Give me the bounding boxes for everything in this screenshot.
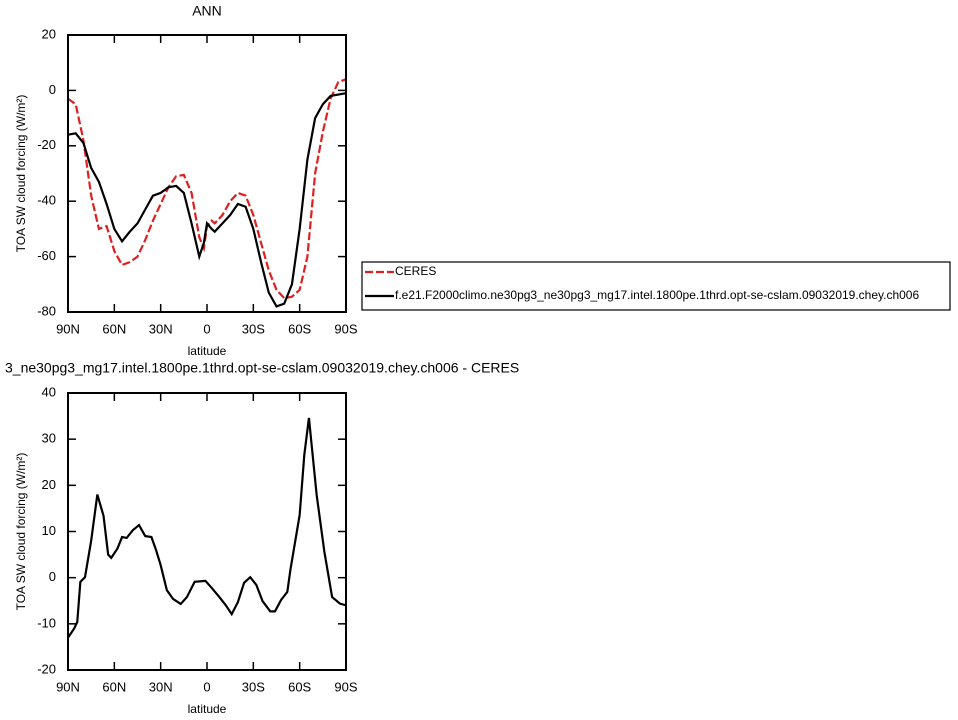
x-tick-label: 0 [203,679,210,694]
data-line [67,92,347,308]
legend-box [361,261,951,311]
legend-label: f.e21.F2000climo.ne30pg3_ne30pg3_mg17.in… [395,288,919,302]
y-tick-label: 40 [42,384,56,399]
y-tick-label: 0 [49,569,56,584]
x-tick-label: 90S [334,321,357,336]
x-tick-label: 60N [102,679,126,694]
x-tick-label: 90S [334,679,357,694]
y-tick-label: 30 [42,431,56,446]
legend-label: CERES [395,264,436,278]
y-axis-label: TOA SW cloud forcing (W/m²) [14,95,28,253]
x-axis-label: latitude [188,702,227,716]
y-tick-label: -60 [37,248,56,263]
y-tick-label: -80 [37,303,56,318]
chart-title: 3_ne30pg3_mg17.intel.1800pe.1thrd.opt-se… [5,360,519,376]
y-tick-label: 20 [42,477,56,492]
y-tick-label: -20 [37,661,56,676]
y-tick-label: -10 [37,615,56,630]
x-tick-label: 90N [56,679,80,694]
x-tick-label: 0 [203,321,210,336]
x-tick-label: 60N [102,321,126,336]
data-line [67,417,347,639]
y-tick-label: -40 [37,193,56,208]
x-axis-label: latitude [188,344,227,358]
plot-frame [67,392,347,671]
x-tick-label: 60S [288,321,311,336]
y-tick-label: 20 [42,26,56,41]
y-tick-label: 10 [42,523,56,538]
plot-frame [67,34,347,313]
x-tick-label: 30S [242,321,265,336]
x-tick-label: 90N [56,321,80,336]
x-tick-label: 30N [149,321,173,336]
x-tick-label: 30N [149,679,173,694]
y-tick-label: -20 [37,137,56,152]
x-tick-label: 60S [288,679,311,694]
y-axis-label: TOA SW cloud forcing (W/m²) [14,453,28,611]
y-tick-label: 0 [49,82,56,97]
x-tick-label: 30S [242,679,265,694]
chart-title: ANN [192,3,222,19]
